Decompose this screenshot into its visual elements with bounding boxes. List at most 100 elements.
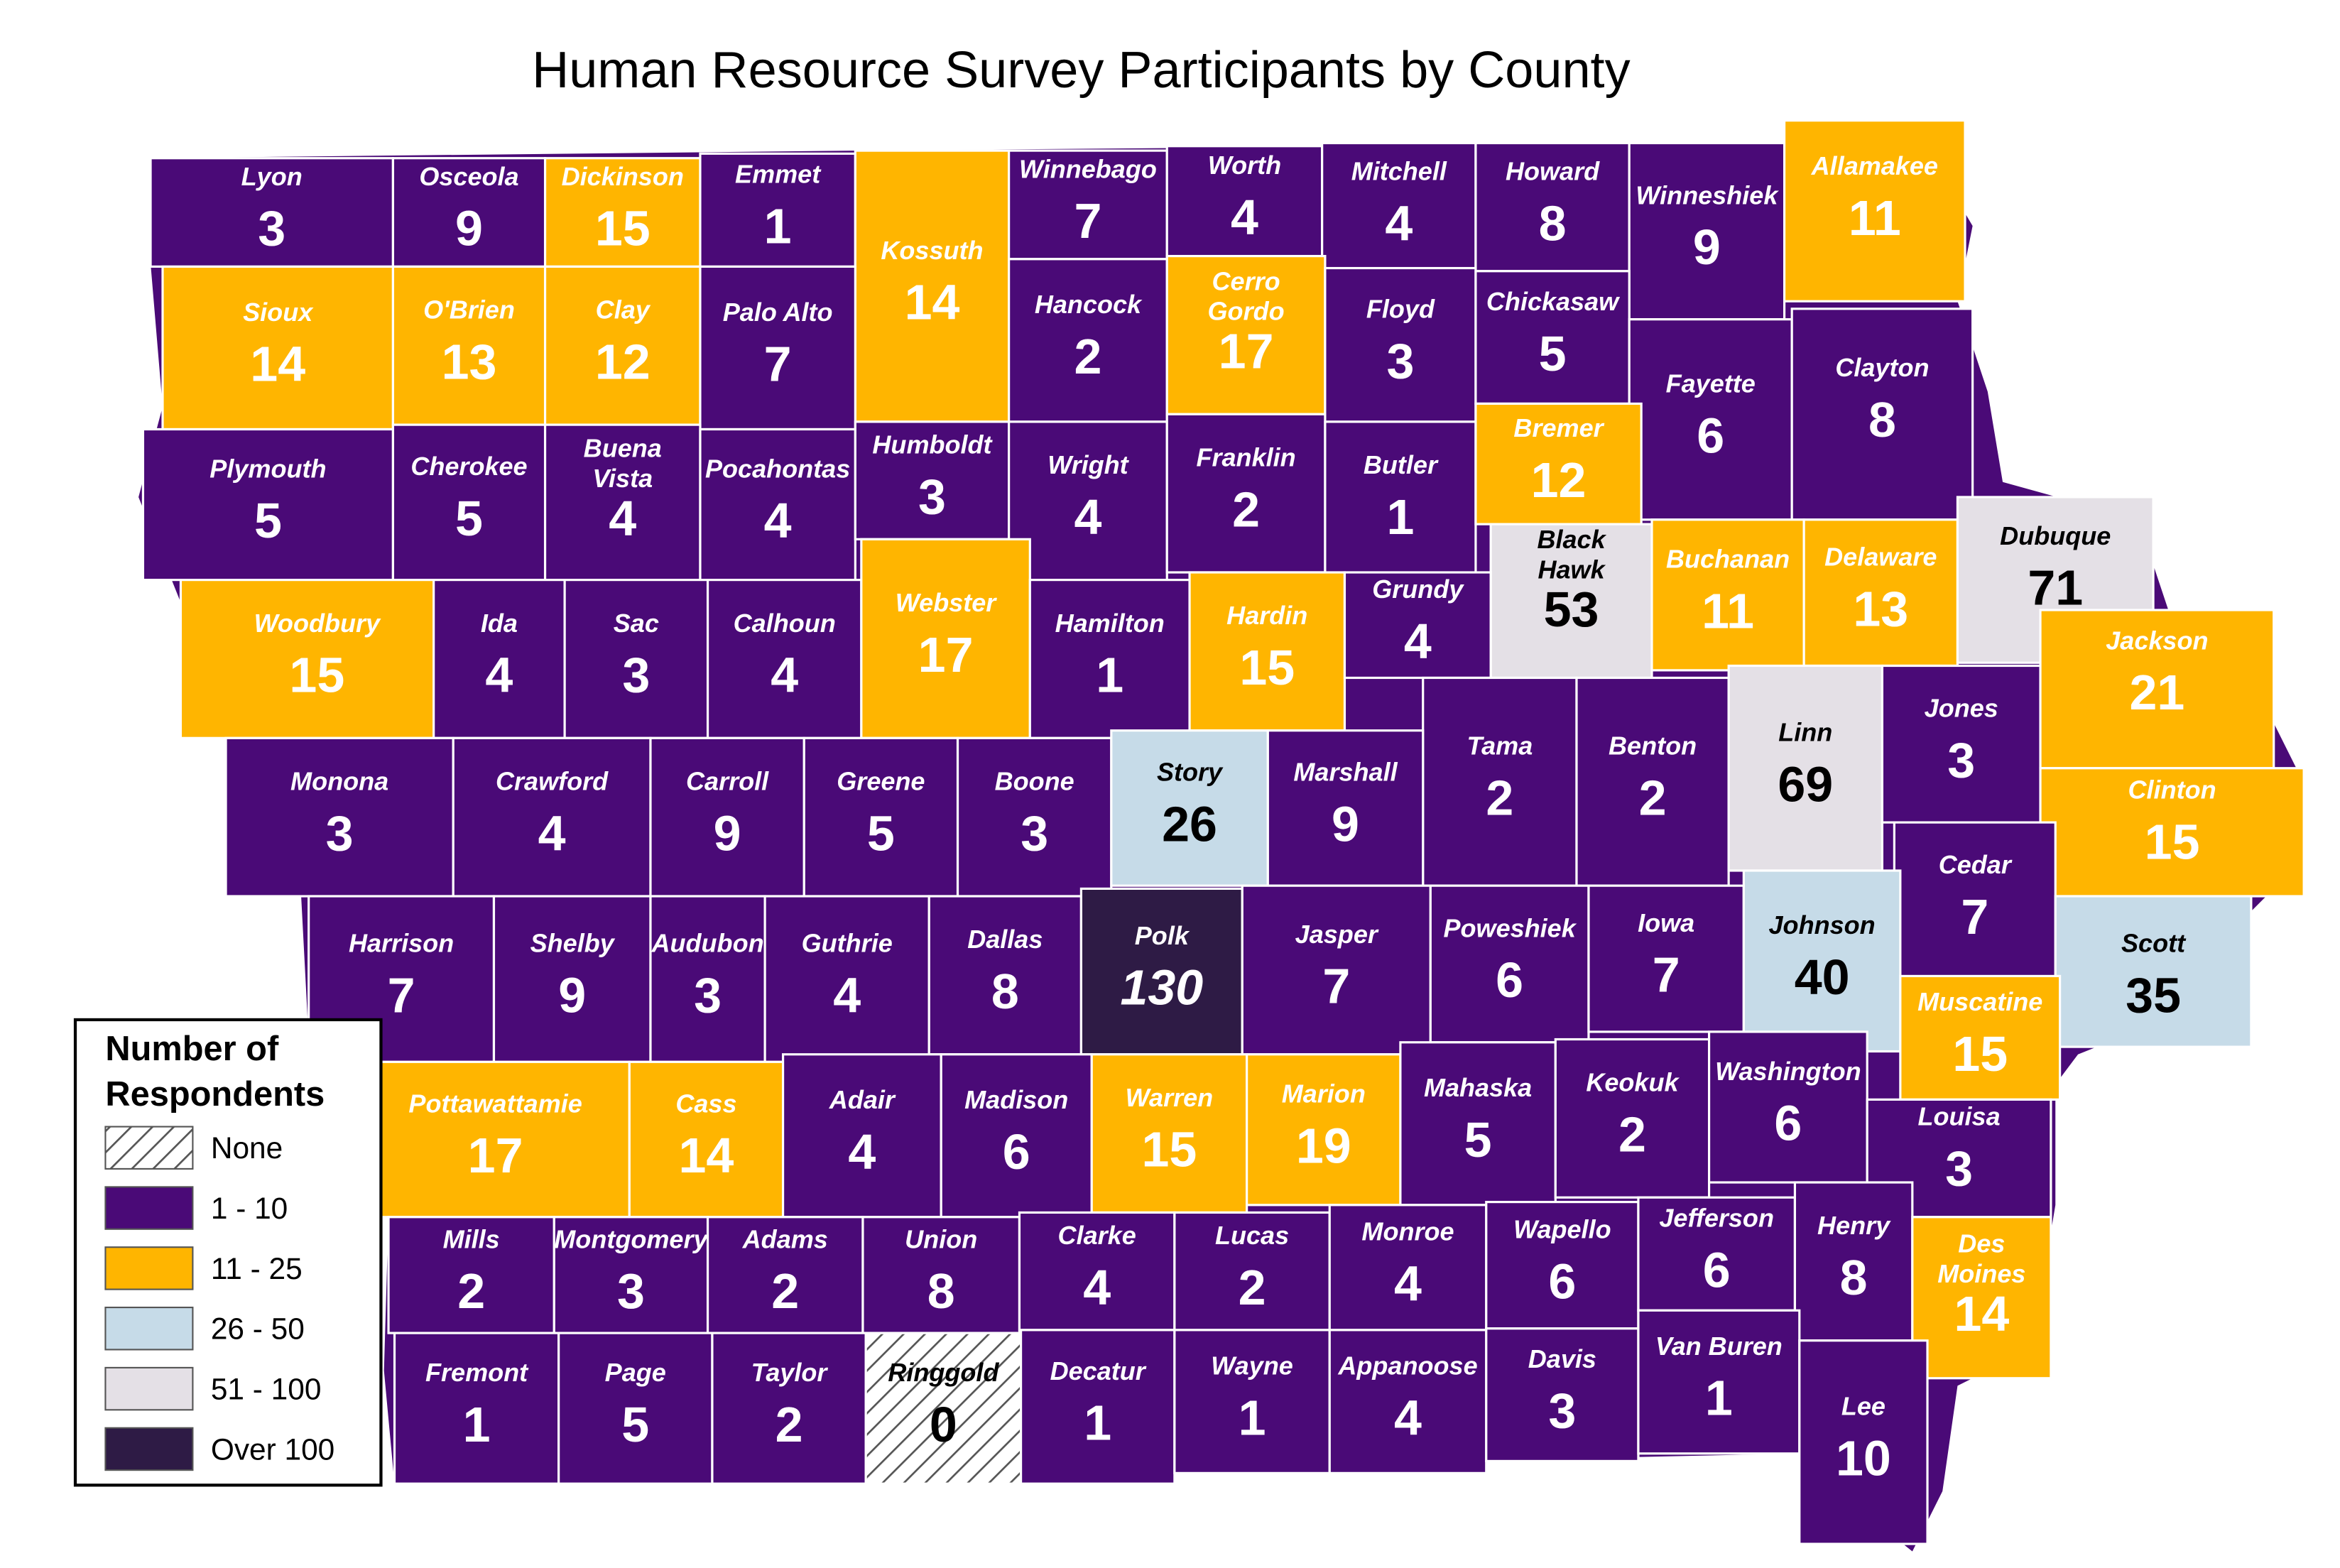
county-shape-iowa[interactable] <box>1587 884 1745 1033</box>
county-tama[interactable]: Tama 2 <box>1422 676 1578 887</box>
county-delaware[interactable]: Delaware 13 <box>1802 518 1959 668</box>
county-floyd[interactable]: Floyd 3 <box>1324 266 1477 423</box>
county-shape-boone[interactable] <box>956 736 1113 898</box>
county-warren[interactable]: Warren 15 <box>1090 1053 1248 1214</box>
county-audubon[interactable]: Audubon 3 <box>649 895 766 1063</box>
county-hancock[interactable]: Hancock 2 <box>1008 258 1168 423</box>
county-clinton[interactable]: Clinton 15 <box>2039 767 2305 898</box>
county-plymouth[interactable]: Plymouth 5 <box>141 428 394 582</box>
county-clayton[interactable]: Clayton 8 <box>1790 307 1974 521</box>
county-hardin[interactable]: Hardin 15 <box>1188 571 1346 732</box>
county-jones[interactable]: Jones 3 <box>1881 664 2042 824</box>
county-shape-des-moines[interactable] <box>1911 1216 2052 1380</box>
county-ringgold[interactable]: Ringgold 0 <box>864 1332 1023 1485</box>
county-shape-clay[interactable] <box>543 265 702 426</box>
county-mitchell[interactable]: Mitchell 4 <box>1321 141 1477 273</box>
county-shape-keokuk[interactable] <box>1554 1038 1711 1199</box>
county-shape-delaware[interactable] <box>1802 518 1959 668</box>
county-shape-poweshiek[interactable] <box>1429 884 1590 1044</box>
county-shape-pocahontas[interactable] <box>699 428 856 582</box>
county-shape-calhoun[interactable] <box>706 579 863 739</box>
county-shape-union[interactable] <box>861 1216 1021 1334</box>
county-franklin[interactable]: Franklin 2 <box>1165 413 1327 574</box>
county-shape-shelby[interactable] <box>492 895 652 1063</box>
county-benton[interactable]: Benton 2 <box>1575 676 1730 887</box>
county-shape-black-hawk[interactable] <box>1489 523 1653 680</box>
county-winneshiek[interactable]: Winneshiek 9 <box>1628 141 1786 321</box>
county-shape-sac[interactable] <box>563 579 709 739</box>
county-shape-dallas[interactable] <box>927 895 1082 1056</box>
county-shape-ringgold[interactable] <box>864 1332 1023 1485</box>
county-shape-wapello[interactable] <box>1485 1200 1640 1330</box>
county-shape-jefferson[interactable] <box>1637 1196 1797 1312</box>
county-marshall[interactable]: Marshall 9 <box>1266 729 1425 887</box>
county-shape-scott[interactable] <box>2054 895 2253 1048</box>
county-shape-franklin[interactable] <box>1165 413 1327 574</box>
county-grundy[interactable]: Grundy 4 <box>1343 571 1492 680</box>
county-bremer[interactable]: Bremer 12 <box>1474 402 1643 526</box>
county-shape-mahaska[interactable] <box>1399 1041 1557 1207</box>
county-humboldt[interactable]: Humboldt 3 <box>854 420 1011 540</box>
county-shape-howard[interactable] <box>1474 141 1631 273</box>
county-dallas[interactable]: Dallas 8 <box>927 895 1082 1056</box>
county-shape-washington[interactable] <box>1707 1030 1868 1184</box>
county-adams[interactable]: Adams 2 <box>706 1216 864 1334</box>
county-greene[interactable]: Greene 5 <box>802 736 959 898</box>
county-howard[interactable]: Howard 8 <box>1474 141 1631 273</box>
county-shape-tama[interactable] <box>1422 676 1578 887</box>
county-taylor[interactable]: Taylor 2 <box>711 1332 867 1485</box>
county-shape-jackson[interactable] <box>2039 609 2275 770</box>
county-shape-marion[interactable] <box>1246 1053 1402 1207</box>
county-shape-warren[interactable] <box>1090 1053 1248 1214</box>
county-shape-ida[interactable] <box>432 579 566 739</box>
county-shape-jones[interactable] <box>1881 664 2042 824</box>
county-van-buren[interactable]: Van Buren 1 <box>1637 1309 1801 1455</box>
county-shape-palo-alto[interactable] <box>699 265 856 431</box>
county-page[interactable]: Page 5 <box>557 1332 714 1485</box>
county-marion[interactable]: Marion 19 <box>1246 1053 1402 1207</box>
county-sioux[interactable]: Sioux 14 <box>161 265 394 431</box>
county-washington[interactable]: Washington 6 <box>1707 1030 1868 1184</box>
county-johnson[interactable]: Johnson 40 <box>1742 869 1902 1053</box>
county-dickinson[interactable]: Dickinson 15 <box>543 157 702 268</box>
county-wapello[interactable]: Wapello 6 <box>1485 1200 1640 1330</box>
county-lyon[interactable]: Lyon 3 <box>149 157 394 268</box>
county-appanoose[interactable]: Appanoose 4 <box>1328 1329 1488 1474</box>
county-shape-plymouth[interactable] <box>141 428 394 582</box>
county-palo-alto[interactable]: Palo Alto 7 <box>699 265 856 431</box>
county-muscatine[interactable]: Muscatine 15 <box>1899 974 2062 1101</box>
county-decatur[interactable]: Decatur 1 <box>1019 1329 1176 1485</box>
county-clarke[interactable]: Clarke 4 <box>1018 1211 1176 1332</box>
county-wayne[interactable]: Wayne 1 <box>1173 1329 1331 1474</box>
county-polk[interactable]: Polk 130 <box>1079 887 1244 1056</box>
county-davis[interactable]: Davis 3 <box>1485 1327 1640 1462</box>
county-shape-buchanan[interactable] <box>1650 518 1805 672</box>
county-butler[interactable]: Butler 1 <box>1324 420 1477 582</box>
county-mills[interactable]: Mills 2 <box>387 1216 555 1334</box>
county-hamilton[interactable]: Hamilton 1 <box>1028 579 1191 739</box>
county-shape-chickasaw[interactable] <box>1474 270 1631 405</box>
county-mahaska[interactable]: Mahaska 5 <box>1399 1041 1557 1207</box>
county-clay[interactable]: Clay 12 <box>543 265 702 426</box>
county-shape-clayton[interactable] <box>1790 307 1974 521</box>
county-crawford[interactable]: Crawford 4 <box>452 736 652 898</box>
county-allamakee[interactable]: Allamakee 11 <box>1783 119 1966 303</box>
county-shape-buena-vista[interactable] <box>543 423 702 582</box>
county-shape-van-buren[interactable] <box>1637 1309 1801 1455</box>
county-shape-worth[interactable] <box>1165 145 1324 258</box>
county-shape-jasper[interactable] <box>1241 884 1432 1056</box>
county-shape-cass[interactable] <box>628 1060 785 1219</box>
county-shape-fremont[interactable] <box>393 1332 560 1485</box>
county-calhoun[interactable]: Calhoun 4 <box>706 579 863 739</box>
county-worth[interactable]: Worth 4 <box>1165 145 1324 258</box>
county-chickasaw[interactable]: Chickasaw 5 <box>1474 270 1631 405</box>
county-lee[interactable]: Lee 10 <box>1798 1339 1929 1545</box>
county-shape-wright[interactable] <box>1008 420 1168 582</box>
county-shape-winnebago[interactable] <box>1008 149 1168 261</box>
county-shape-cedar[interactable] <box>1893 821 2057 981</box>
county-shape-story[interactable] <box>1110 729 1269 887</box>
county-woodbury[interactable]: Woodbury 15 <box>179 579 455 739</box>
county-shape-webster[interactable] <box>860 538 1031 739</box>
